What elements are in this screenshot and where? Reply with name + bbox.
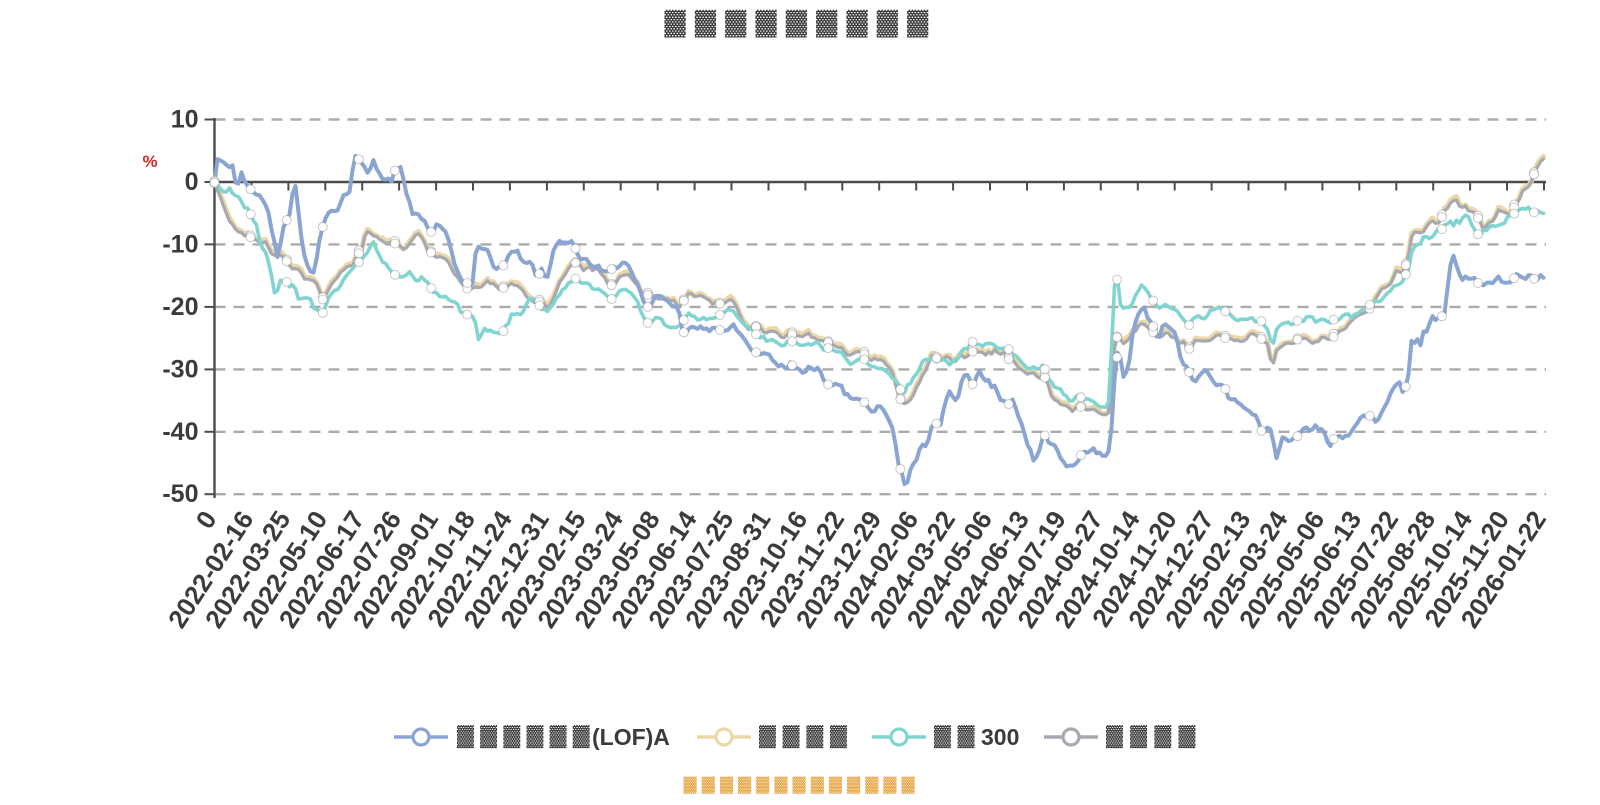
svg-text:▓▓▓▓: ▓▓▓▓ xyxy=(1106,723,1203,748)
svg-text:%: % xyxy=(142,152,157,171)
svg-text:▓▓▓▓▓▓▓▓▓▓▓▓▓: ▓▓▓▓▓▓▓▓▓▓▓▓▓ xyxy=(684,775,920,793)
svg-text:-20: -20 xyxy=(162,293,198,321)
svg-text:10: 10 xyxy=(171,106,199,134)
svg-text:300: 300 xyxy=(981,724,1019,750)
svg-text:▓▓▓▓: ▓▓▓▓ xyxy=(759,723,854,748)
svg-text:-40: -40 xyxy=(162,418,198,446)
svg-text:-50: -50 xyxy=(162,480,198,508)
svg-text:▓▓: ▓▓ xyxy=(934,723,981,748)
svg-text:(LOF)A: (LOF)A xyxy=(592,724,670,750)
svg-text:0: 0 xyxy=(185,168,199,196)
svg-text:▓▓▓▓▓▓: ▓▓▓▓▓▓ xyxy=(457,723,596,748)
svg-text:▓▓▓▓▓▓▓▓▓: ▓▓▓▓▓▓▓▓▓ xyxy=(665,8,938,38)
svg-text:-30: -30 xyxy=(162,355,198,383)
svg-text:-10: -10 xyxy=(162,230,198,258)
